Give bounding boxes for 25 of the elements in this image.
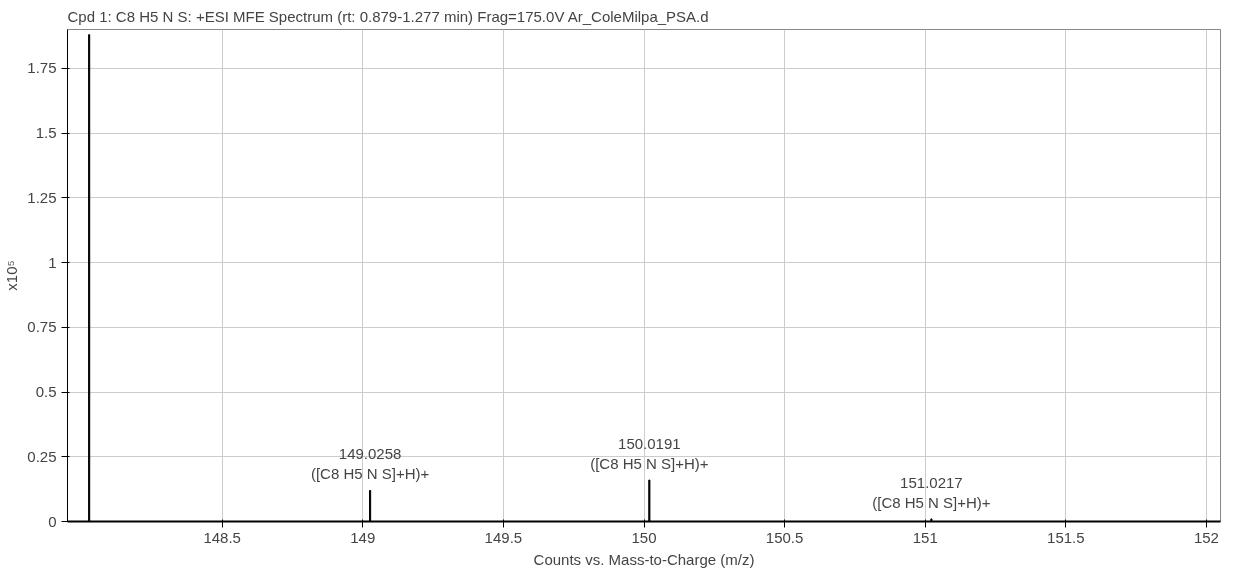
x-tick-label: 148.5: [203, 528, 241, 546]
y-tick-label: 1.75: [27, 59, 57, 77]
annotation: 151.0217: [900, 473, 963, 491]
annotation: ([C8 H5 N S]+H)+: [310, 465, 430, 483]
chart-title: Cpd 1: C8 H5 N S: +ESI MFE Spectrum (rt: 0.879-1.277 min) Frag=175.0V Ar_ColeMilpa_PSA.d: [67, 7, 709, 25]
annotation: ([C8 H5 N S]+H)+: [872, 493, 991, 511]
annotation: ([C8 H5 N S]+H)+: [590, 455, 709, 473]
x-tick-label: 150: [631, 528, 657, 546]
y-tick-label: 0: [48, 512, 57, 530]
x-tick-label: 152: [1193, 528, 1219, 546]
y-tick-label: 1.25: [27, 188, 57, 206]
y-tick-label: 1: [48, 253, 57, 271]
x-tick-label: 149: [350, 528, 376, 546]
y-tick-label: 0.25: [27, 447, 57, 465]
x-tick-label: 151: [912, 528, 938, 546]
y-tick-label: 1.5: [35, 124, 57, 142]
x-tick-label: 151.5: [1047, 528, 1085, 546]
y-tick-label: 0.75: [27, 318, 57, 336]
annotation: 149.0258: [338, 445, 402, 463]
annotation: 150.0191: [618, 435, 681, 453]
y-tick-label: 0.5: [35, 383, 57, 401]
x-tick-label: 149.5: [484, 528, 523, 546]
x-tick-label: 150.5: [765, 528, 804, 546]
x-axis-title: Counts vs. Mass-to-Charge (m/z): [533, 550, 755, 568]
y-axis-title: x10⁵: [3, 260, 21, 291]
